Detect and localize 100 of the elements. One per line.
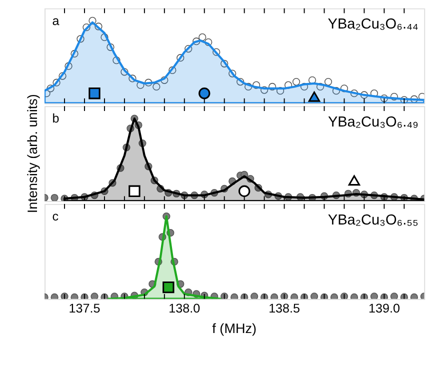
point bbox=[64, 62, 72, 70]
point bbox=[156, 184, 164, 192]
point bbox=[264, 190, 272, 198]
point bbox=[230, 293, 238, 299]
point bbox=[340, 84, 348, 92]
point bbox=[88, 16, 96, 25]
point bbox=[200, 190, 208, 198]
point bbox=[268, 82, 276, 91]
point bbox=[300, 82, 308, 91]
point bbox=[154, 258, 162, 266]
point bbox=[330, 293, 338, 299]
annotation: a bbox=[52, 14, 60, 28]
point bbox=[100, 33, 108, 42]
point bbox=[100, 187, 108, 195]
point bbox=[212, 48, 220, 56]
annotation: YBa₂Cu₃O₆.₅₅ bbox=[328, 212, 418, 228]
point bbox=[280, 292, 288, 299]
point bbox=[144, 78, 152, 86]
point bbox=[244, 82, 252, 91]
point bbox=[90, 191, 98, 200]
point bbox=[236, 78, 244, 86]
annotation: b bbox=[52, 112, 60, 126]
point bbox=[246, 174, 254, 183]
point bbox=[310, 292, 318, 299]
point bbox=[238, 185, 250, 197]
point bbox=[158, 233, 166, 241]
point bbox=[108, 179, 116, 187]
point bbox=[320, 293, 328, 299]
point bbox=[130, 114, 138, 122]
point bbox=[50, 194, 58, 202]
point bbox=[276, 87, 284, 95]
point bbox=[82, 24, 90, 32]
point bbox=[46, 84, 54, 92]
point bbox=[116, 164, 124, 172]
point bbox=[128, 185, 140, 197]
point bbox=[370, 191, 378, 200]
point bbox=[350, 293, 358, 299]
point bbox=[360, 190, 368, 198]
point bbox=[348, 175, 360, 186]
point bbox=[94, 22, 102, 30]
point bbox=[128, 74, 136, 82]
x-tick-label: 138.0 bbox=[168, 301, 200, 316]
point bbox=[390, 193, 398, 201]
point bbox=[228, 70, 236, 78]
point bbox=[162, 281, 174, 294]
point bbox=[106, 43, 114, 51]
point bbox=[120, 68, 128, 76]
point bbox=[138, 139, 146, 148]
point bbox=[198, 33, 206, 42]
point bbox=[164, 188, 172, 197]
point bbox=[136, 81, 144, 89]
y-axis-title: Intensity (arb. units) bbox=[24, 94, 40, 214]
point bbox=[344, 190, 352, 198]
point bbox=[250, 292, 258, 299]
point bbox=[254, 184, 262, 192]
point bbox=[168, 66, 176, 74]
point bbox=[192, 38, 200, 46]
point bbox=[252, 81, 260, 89]
point bbox=[308, 91, 320, 102]
point bbox=[308, 76, 316, 84]
point bbox=[122, 144, 130, 152]
point bbox=[390, 92, 398, 100]
point bbox=[410, 95, 418, 103]
point bbox=[360, 91, 368, 99]
point bbox=[418, 92, 424, 100]
point bbox=[58, 72, 66, 80]
annotation: YBa₂Cu₃O₆.₄₉ bbox=[328, 114, 418, 130]
point bbox=[112, 56, 120, 64]
point bbox=[210, 292, 218, 299]
point bbox=[324, 78, 332, 86]
point bbox=[410, 293, 418, 299]
point bbox=[332, 87, 340, 95]
point bbox=[162, 212, 170, 220]
point bbox=[126, 124, 134, 132]
point bbox=[160, 76, 168, 84]
point bbox=[148, 280, 156, 288]
point bbox=[220, 60, 228, 68]
point bbox=[332, 191, 340, 200]
point bbox=[90, 292, 98, 299]
point bbox=[370, 90, 378, 98]
point bbox=[290, 293, 298, 299]
point bbox=[140, 288, 148, 296]
point bbox=[130, 292, 138, 299]
point bbox=[228, 177, 236, 186]
point bbox=[192, 290, 200, 298]
point bbox=[198, 88, 210, 100]
point bbox=[210, 188, 218, 197]
point bbox=[240, 170, 248, 178]
point bbox=[180, 191, 188, 200]
point bbox=[70, 50, 78, 58]
point bbox=[184, 44, 192, 53]
x-tick-label: 137.5 bbox=[68, 301, 100, 316]
point bbox=[88, 87, 100, 100]
point bbox=[270, 293, 278, 299]
x-axis-title: f (MHz) bbox=[212, 320, 257, 336]
point bbox=[134, 121, 142, 129]
point bbox=[152, 82, 160, 91]
point bbox=[150, 176, 158, 184]
point bbox=[166, 229, 174, 237]
point bbox=[220, 184, 228, 192]
